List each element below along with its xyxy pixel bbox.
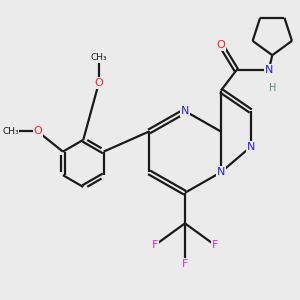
Text: N: N [217,167,225,177]
Text: F: F [152,240,158,250]
Text: O: O [94,78,103,88]
Text: N: N [265,65,273,75]
Text: N: N [181,106,189,116]
Text: F: F [212,240,218,250]
Text: O: O [33,127,42,136]
Text: CH₃: CH₃ [91,53,107,62]
Text: CH₃: CH₃ [2,127,19,136]
Text: O: O [217,40,225,50]
Text: H: H [268,83,276,93]
Text: F: F [182,259,188,269]
Text: N: N [247,142,255,152]
